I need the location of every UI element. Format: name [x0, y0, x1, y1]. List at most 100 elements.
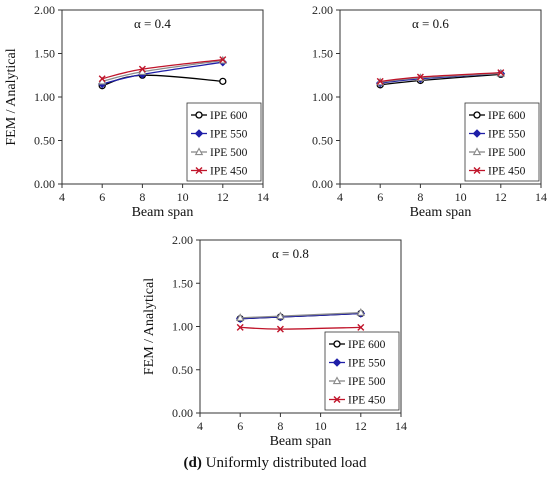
series-ipe-450	[376, 69, 505, 85]
legend-entry: IPE 600	[329, 339, 386, 351]
y-axis-label: FEM / Analytical	[4, 48, 19, 145]
legend-label: IPE 450	[348, 395, 386, 407]
data-point	[138, 65, 146, 73]
legend-marker	[194, 129, 204, 138]
y-tick-label: 0.50	[172, 363, 193, 377]
legend-entry: IPE 600	[191, 110, 248, 122]
y-tick-label: 0.00	[312, 177, 333, 191]
alpha-annotation: α = 0.6	[412, 16, 449, 31]
legend-marker	[333, 396, 341, 403]
x-axis-label: Beam span	[270, 434, 332, 449]
data-point	[357, 323, 365, 331]
x-tick-label: 4	[337, 190, 343, 204]
legend-entry: IPE 550	[469, 129, 526, 141]
legend: IPE 600 IPE 550 IPE 500 IPE 450	[186, 102, 262, 182]
y-tick-label: 1.00	[34, 90, 55, 104]
x-tick-label: 12	[217, 190, 229, 204]
legend-entry: IPE 500	[469, 147, 526, 159]
legend-marker	[194, 147, 204, 156]
legend-label: IPE 550	[348, 358, 386, 370]
series-ipe-500	[235, 308, 366, 321]
legend-marker	[332, 358, 342, 367]
x-tick-label: 14	[257, 190, 269, 204]
caption-text: Uniformly distributed load	[201, 455, 367, 471]
alpha-annotation: α = 0.4	[134, 16, 171, 31]
x-tick-label: 6	[377, 190, 383, 204]
series-line	[240, 326, 361, 330]
legend-label: IPE 600	[488, 110, 526, 122]
chart-panel-3: 4 6 8 10 12 14 0.00 0.50 1.00 1.50 2.00 Beam span FE…	[142, 233, 407, 449]
legend-entry: IPE 500	[191, 147, 248, 159]
chart-panel-2: 4 6 8 10 12 14 0.00 0.50 1.00 1.50 2.00 Beam span α …	[312, 3, 547, 220]
x-tick-label: 6	[99, 190, 105, 204]
series-line	[240, 312, 361, 319]
series-ipe-550	[235, 309, 366, 323]
caption-tag: (d)	[183, 455, 202, 471]
y-tick-label: 1.50	[312, 47, 333, 61]
x-axis-label: Beam span	[132, 205, 194, 220]
legend-entry: IPE 450	[191, 166, 248, 178]
data-point	[276, 325, 284, 333]
data-point	[376, 77, 384, 85]
legend-marker	[472, 129, 482, 138]
x-tick-label: 12	[355, 419, 367, 433]
data-point	[98, 75, 106, 83]
data-point	[276, 311, 285, 320]
y-tick-label: 1.00	[172, 320, 193, 334]
x-tick-label: 10	[455, 190, 467, 204]
x-tick-label: 8	[139, 190, 145, 204]
legend-marker	[332, 376, 342, 385]
x-tick-label: 8	[277, 419, 283, 433]
figure-panels: 4 6 8 10 12 14 0.00 0.50 1.00 1.50 2.00 Beam span FE…	[4, 3, 547, 449]
legend-entry: IPE 550	[191, 129, 248, 141]
y-axis-label: FEM / Analytical	[142, 278, 157, 375]
legend-marker	[333, 340, 341, 348]
x-tick-label: 10	[315, 419, 327, 433]
legend-marker	[195, 111, 203, 119]
chart-panel-1: 4 6 8 10 12 14 0.00 0.50 1.00 1.50 2.00 Beam span FE…	[4, 3, 269, 220]
legend: IPE 600 IPE 550 IPE 500 IPE 450	[324, 331, 400, 411]
x-tick-label: 12	[495, 190, 507, 204]
y-tick-label: 0.50	[34, 134, 55, 148]
y-tick-label: 1.00	[312, 90, 333, 104]
legend-label: IPE 500	[348, 376, 386, 388]
data-point	[497, 69, 505, 77]
data-point	[356, 308, 366, 316]
series-ipe-450	[236, 323, 365, 333]
x-tick-label: 10	[177, 190, 189, 204]
x-tick-label: 14	[535, 190, 547, 204]
legend-marker	[473, 167, 481, 174]
legend-label: IPE 600	[348, 339, 386, 351]
y-tick-label: 2.00	[34, 3, 55, 17]
data-point	[416, 73, 424, 81]
x-tick-label: 6	[237, 419, 243, 433]
legend-entry: IPE 500	[329, 376, 386, 388]
legend-marker	[472, 147, 482, 156]
legend-entry: IPE 450	[469, 166, 526, 178]
data-point	[236, 323, 244, 331]
x-axis-label: Beam span	[410, 205, 472, 220]
y-tick-label: 1.50	[34, 47, 55, 61]
y-tick-label: 0.00	[34, 177, 55, 191]
y-tick-label: 2.00	[312, 3, 333, 17]
legend-marker	[195, 167, 203, 174]
data-point	[219, 56, 227, 64]
legend-label: IPE 450	[210, 166, 248, 178]
y-tick-label: 1.50	[172, 276, 193, 290]
legend-marker	[473, 111, 481, 119]
x-tick-label: 4	[59, 190, 65, 204]
legend-label: IPE 450	[488, 166, 526, 178]
data-point	[235, 313, 245, 321]
figure-caption: (d) Uniformly distributed load	[0, 455, 550, 472]
legend: IPE 600 IPE 550 IPE 500 IPE 450	[464, 102, 540, 182]
data-point	[219, 77, 227, 85]
series-ipe-450	[98, 56, 227, 83]
legend-box	[324, 331, 400, 411]
legend-label: IPE 550	[488, 129, 526, 141]
series-line	[240, 312, 361, 320]
y-tick-label: 2.00	[172, 233, 193, 247]
x-tick-label: 8	[417, 190, 423, 204]
x-tick-label: 4	[197, 419, 203, 433]
y-tick-label: 0.50	[312, 134, 333, 148]
y-tick-label: 0.00	[172, 406, 193, 420]
